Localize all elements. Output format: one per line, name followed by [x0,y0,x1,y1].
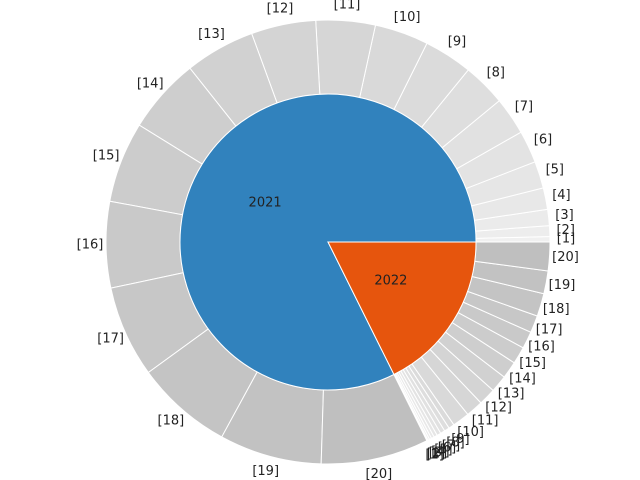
outer-label-2022-1: [1] [425,447,443,462]
outer-label-2021-3: [3] [555,208,573,223]
outer-label-2022-20: [20] [552,250,579,265]
outer-label-2021-2: [2] [556,223,574,238]
outer-label-2021-12: [12] [267,1,294,16]
outer-label-2022-5: [5] [434,443,452,458]
outer-ring [105,19,551,465]
outer-label-2021-18: [18] [158,413,185,428]
inner-label-2021: 2021 [249,196,282,211]
outer-label-2022-10: [10] [457,425,484,440]
outer-label-2022-7: [7] [442,438,460,453]
outer-label-2022-17: [17] [536,323,563,338]
outer-label-2021-16: [16] [77,237,104,252]
inner-wedge-2022 [327,241,477,376]
outer-label-2021-14: [14] [137,76,164,91]
outer-label-2021-11: [11] [334,0,361,12]
outer-label-2022-3: [3] [429,446,447,461]
wedge-labels: [1][2][3][4][5][6][7][8][9][10][11][12][… [77,0,579,480]
outer-label-2022-13: [13] [498,387,525,402]
outer-label-2021-15: [15] [93,149,120,164]
outer-label-2022-19: [19] [549,278,576,293]
outer-label-2022-8: [8] [446,436,464,451]
outer-label-2022-6: [6] [438,441,456,456]
outer-label-2021-7: [7] [515,99,533,114]
outer-label-2021-8: [8] [487,66,505,81]
outer-label-2021-4: [4] [552,188,570,203]
outer-label-2021-13: [13] [198,27,225,42]
outer-label-2021-5: [5] [546,162,564,177]
outer-label-2021-20: [20] [366,467,393,480]
outer-label-2022-11: [11] [472,413,499,428]
inner-label-2022: 2022 [374,274,407,289]
outer-label-2021-10: [10] [394,10,421,25]
outer-label-2022-15: [15] [519,356,546,371]
outer-label-2022-18: [18] [543,302,570,317]
outer-label-2021-9: [9] [448,35,466,50]
outer-label-2022-9: [9] [451,432,469,447]
outer-label-2021-1: [1] [557,232,575,247]
outer-label-2022-16: [16] [528,340,555,355]
outer-label-2021-17: [17] [97,331,124,346]
outer-label-2022-2: [2] [427,447,445,462]
outer-label-2021-6: [6] [534,132,552,147]
outer-label-2022-4: [4] [431,444,449,459]
outer-label-2021-19: [19] [252,464,279,479]
outer-label-2022-12: [12] [485,400,512,415]
inner-pie [179,93,477,391]
outer-label-2022-14: [14] [509,372,536,387]
